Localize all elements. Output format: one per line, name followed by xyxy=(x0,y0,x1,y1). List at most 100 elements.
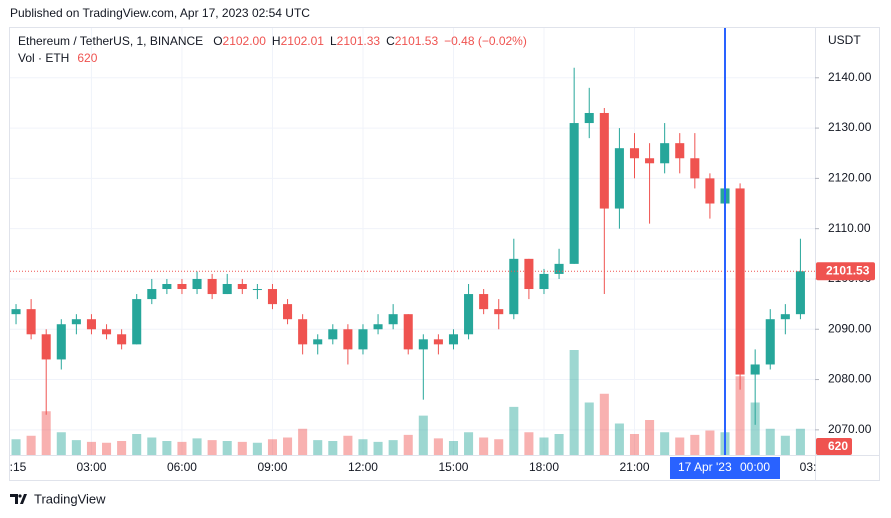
candle-body xyxy=(283,304,293,320)
candle-body xyxy=(705,178,715,204)
volume-legend-label: Vol · ETH xyxy=(18,51,69,65)
candle-body xyxy=(222,283,232,295)
candle-body xyxy=(569,123,579,264)
last-volume-box xyxy=(816,438,852,455)
last-volume-label: 620 xyxy=(828,439,848,453)
candle-body xyxy=(102,329,112,335)
volume-bar xyxy=(795,428,805,455)
volume-bar xyxy=(705,430,715,455)
crosshair-time: 00:00 xyxy=(740,460,770,474)
volume-bar xyxy=(433,438,443,455)
volume-bar xyxy=(102,442,112,455)
candle-body xyxy=(86,319,96,330)
candle-body xyxy=(539,273,549,290)
volume-bar xyxy=(132,434,142,455)
candle-body xyxy=(147,289,157,300)
volume-bar xyxy=(780,435,790,455)
volume-bar xyxy=(192,438,202,455)
volume-bar xyxy=(86,441,96,455)
candle-body xyxy=(177,283,187,290)
symbol: Ethereum / TetherUS, 1, BINANCE xyxy=(18,34,203,48)
volume-bar xyxy=(162,441,172,455)
volume-bar xyxy=(71,440,81,455)
y-tick-label: 2080.00 xyxy=(828,372,872,386)
legend-key: H xyxy=(272,34,281,48)
publish-note: Published on TradingView.com, Apr 17, 20… xyxy=(10,6,310,20)
last-price-label: 2101.53 xyxy=(826,263,870,277)
volume-bar xyxy=(479,437,489,455)
volume-bar xyxy=(298,428,308,455)
currency: USDT xyxy=(828,33,861,47)
volume-bar xyxy=(629,434,640,455)
volume-bar xyxy=(358,439,368,455)
candle-body xyxy=(614,148,624,209)
candle-body xyxy=(26,309,36,335)
candle-body xyxy=(252,289,262,291)
candle-body xyxy=(554,263,564,274)
chart-frame xyxy=(9,27,880,481)
x-tick-label: 18:00 xyxy=(529,460,559,474)
y-tick-label: 2130.00 xyxy=(828,120,872,134)
volume-bar xyxy=(735,376,745,455)
volume-bar xyxy=(222,441,232,455)
candle-body xyxy=(192,278,202,290)
x-tick-label: 21:00 xyxy=(619,460,649,474)
candle-body xyxy=(433,339,443,345)
candle-body xyxy=(599,112,609,209)
volume-bar xyxy=(660,432,670,455)
volume-bar xyxy=(675,437,685,455)
candle-body xyxy=(41,334,51,360)
x-tick-label: 09:00 xyxy=(257,460,287,474)
volume-bar xyxy=(494,439,504,455)
candle-body xyxy=(207,278,217,295)
y-tick-label: 2140.00 xyxy=(828,70,872,84)
volume-bar xyxy=(614,423,624,455)
volume-bar xyxy=(690,434,700,455)
candle-body xyxy=(765,319,775,365)
x-tick-label: 15:00 xyxy=(438,460,468,474)
last-price-box xyxy=(816,262,875,281)
candle-body xyxy=(313,339,323,345)
candle-body xyxy=(267,289,277,305)
volume-bar xyxy=(554,434,564,455)
candle-body xyxy=(660,143,670,164)
crosshair-date: 17 Apr '23 xyxy=(678,460,732,474)
legend-key: C xyxy=(386,34,395,48)
volume-bar xyxy=(267,439,277,455)
volume-bar xyxy=(418,415,428,455)
volume-bar xyxy=(373,441,383,455)
volume-bar xyxy=(599,393,609,455)
volume-bar xyxy=(328,441,338,455)
candle-body xyxy=(56,324,66,360)
volume-bar xyxy=(524,432,534,455)
candle-body xyxy=(509,258,519,315)
volume-bar xyxy=(147,437,157,455)
candle-body xyxy=(448,334,459,345)
candle-body xyxy=(358,329,368,350)
y-tick-label: 2070.00 xyxy=(828,422,872,436)
volume-bar xyxy=(448,441,459,455)
candle-body xyxy=(584,112,594,124)
volume-bar xyxy=(283,437,293,455)
x-tick-label: 03: xyxy=(800,460,817,474)
candle-body xyxy=(71,319,81,325)
x-tick-label: 12:00 xyxy=(348,460,378,474)
y-tick-label: 2120.00 xyxy=(828,171,872,185)
volume-bar xyxy=(177,441,187,455)
volume-bar xyxy=(509,406,519,455)
candle-body xyxy=(117,334,127,345)
x-tick-label: 06:00 xyxy=(167,460,197,474)
volume-bar xyxy=(117,441,127,455)
volume-bar xyxy=(313,440,323,455)
candle-body xyxy=(750,364,760,375)
legend-key: O xyxy=(213,34,222,48)
volume-bar xyxy=(765,428,775,455)
candle-body xyxy=(418,339,428,350)
candle-body xyxy=(479,294,489,310)
volume-bar xyxy=(26,435,36,455)
legend-value: 2102.00 xyxy=(223,34,267,48)
volume-bar xyxy=(569,350,579,455)
volume-bar xyxy=(11,439,21,455)
volume-bar xyxy=(237,441,247,455)
